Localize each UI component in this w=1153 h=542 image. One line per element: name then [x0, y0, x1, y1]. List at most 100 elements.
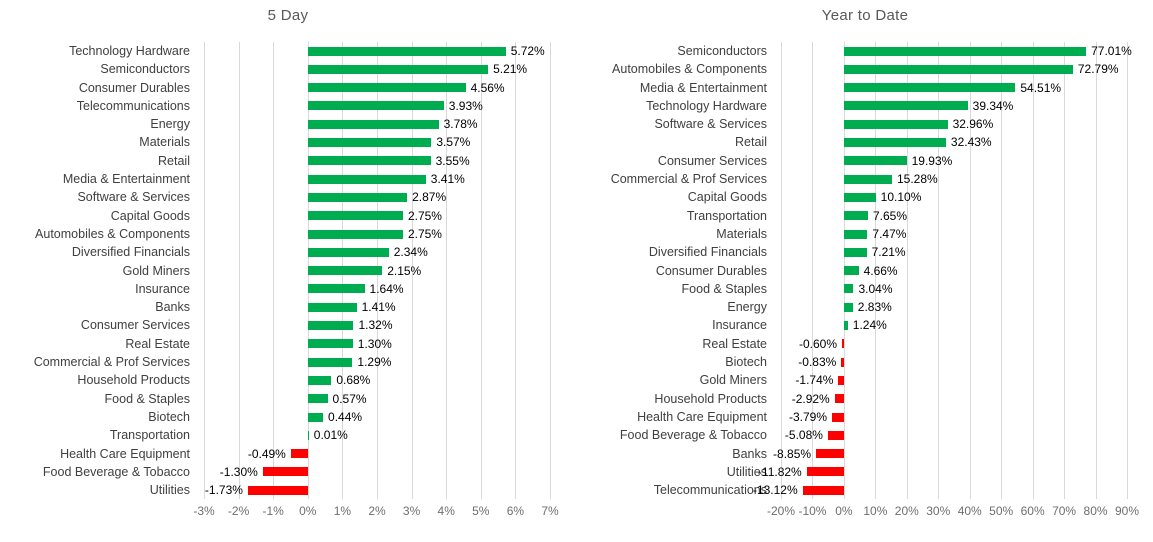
x-axis-tick-label: 10% [863, 504, 888, 518]
bar-row: Real Estate -0.60% [577, 335, 1153, 353]
bar-row: Retail 32.43% [577, 133, 1153, 151]
bar-row: Semiconductors 77.01% [577, 42, 1153, 60]
value-label: 7.47% [872, 226, 907, 241]
bar-row: Software & Services 2.87% [0, 188, 576, 206]
x-axis-tick-label: 30% [926, 504, 951, 518]
category-label: Technology Hardware [69, 44, 190, 58]
category-label: Transportation [686, 208, 767, 223]
bar-row: Household Products -2.92% [577, 390, 1153, 408]
bar-row: Automobiles & Components 72.79% [577, 60, 1153, 78]
value-label: 1.64% [369, 281, 404, 296]
bar-row: Capital Goods 2.75% [0, 207, 576, 225]
positive-bar [307, 101, 444, 111]
category-label: Materials [139, 135, 190, 150]
value-label: -0.83% [798, 355, 837, 370]
value-label: -2.92% [791, 391, 830, 406]
x-axis-tick-label: -1% [262, 504, 284, 518]
value-label: 32.43% [950, 135, 992, 150]
bar-row: Health Care Equipment -3.79% [577, 408, 1153, 426]
bar-row: Food & Staples 0.57% [0, 390, 576, 408]
positive-bar [307, 46, 506, 56]
x-axis-tick-label: 90% [1114, 504, 1140, 518]
value-label: 2.75% [407, 226, 442, 241]
gridline [480, 42, 482, 499]
gridline [273, 42, 275, 499]
bar-row: Commercial & Prof Services 1.29% [0, 353, 576, 371]
value-label: 2.83% [857, 300, 892, 315]
value-label: 3.93% [448, 98, 483, 113]
negative-bar [290, 449, 308, 459]
category-label: Semiconductors [100, 62, 190, 77]
value-label: 77.01% [1091, 44, 1132, 58]
positive-bar [843, 119, 948, 129]
positive-bar [307, 375, 332, 385]
value-label: -11.82% [757, 464, 802, 479]
value-label: 15.28% [896, 172, 938, 187]
positive-bar [307, 211, 403, 221]
gridline [550, 42, 551, 499]
gridline [204, 42, 205, 499]
gridline [1064, 42, 1066, 499]
category-label: Food & Staples [104, 391, 190, 406]
x-axis-tick-label: 80% [1083, 504, 1108, 518]
bar-row: Banks -8.85% [577, 445, 1153, 463]
bar-row: Telecommunications 3.93% [0, 97, 576, 115]
gridline [1001, 42, 1003, 499]
bar-row: Food Beverage & Tobacco -1.30% [0, 463, 576, 481]
category-label: Food Beverage & Tobacco [42, 464, 190, 479]
gridline [446, 42, 448, 499]
x-axis-tick-label: 0% [835, 504, 853, 518]
positive-bar [843, 64, 1073, 74]
positive-bar [843, 211, 868, 221]
category-label: Gold Miners [699, 373, 767, 388]
bar-row: Food & Staples 3.04% [577, 280, 1153, 298]
x-axis-tick-label: 5% [472, 504, 490, 518]
category-label: Banks [155, 300, 190, 315]
bar-row: Consumer Services 1.32% [0, 316, 576, 334]
bar-row: Materials 7.47% [577, 225, 1153, 243]
value-label: 32.96% [952, 117, 994, 132]
category-label: Commercial & Prof Services [610, 172, 767, 187]
value-label: 3.78% [443, 117, 478, 132]
negative-bar [802, 485, 844, 495]
category-label: Media & Entertainment [62, 172, 190, 187]
x-axis-tick-label: 0% [299, 504, 317, 518]
bar-row: Transportation 0.01% [0, 426, 576, 444]
value-label: 0.01% [313, 428, 348, 443]
bar-row: Banks 1.41% [0, 298, 576, 316]
category-label: Biotech [725, 355, 767, 370]
positive-bar [843, 138, 946, 148]
category-label: Health Care Equipment [637, 409, 767, 424]
value-label: 3.04% [858, 281, 893, 296]
bar-row: Consumer Durables 4.56% [0, 79, 576, 97]
category-label: Transportation [109, 428, 190, 443]
category-label: Technology Hardware [646, 98, 767, 113]
positive-bar [843, 101, 968, 111]
gridline [1095, 42, 1097, 499]
x-axis-tick-label: 2% [368, 504, 386, 518]
bar-row: Utilities -11.82% [577, 463, 1153, 481]
bar-row: Materials 3.57% [0, 133, 576, 151]
bar-row: Media & Entertainment 54.51% [577, 79, 1153, 97]
gridline [906, 42, 908, 499]
value-label: 4.56% [470, 80, 505, 95]
value-label: 5.21% [493, 62, 528, 77]
x-axis-tick-label: 1% [333, 504, 352, 518]
bar-row: Software & Services 32.96% [577, 115, 1153, 133]
positive-bar [307, 174, 426, 184]
bar-row: Insurance 1.64% [0, 280, 576, 298]
bar-row: Household Products 0.68% [0, 371, 576, 389]
category-label: Retail [735, 135, 767, 150]
value-label: 2.34% [393, 245, 428, 260]
x-axis-tick-label: 70% [1052, 504, 1077, 518]
category-label: Banks [732, 446, 767, 461]
positive-bar [307, 339, 353, 349]
positive-bar [307, 430, 309, 440]
category-label: Automobiles & Components [35, 226, 190, 241]
category-label: Consumer Services [657, 153, 767, 168]
value-label: 1.29% [357, 355, 392, 370]
value-label: -3.79% [788, 409, 827, 424]
positive-bar [307, 357, 353, 367]
positive-bar [307, 156, 431, 166]
